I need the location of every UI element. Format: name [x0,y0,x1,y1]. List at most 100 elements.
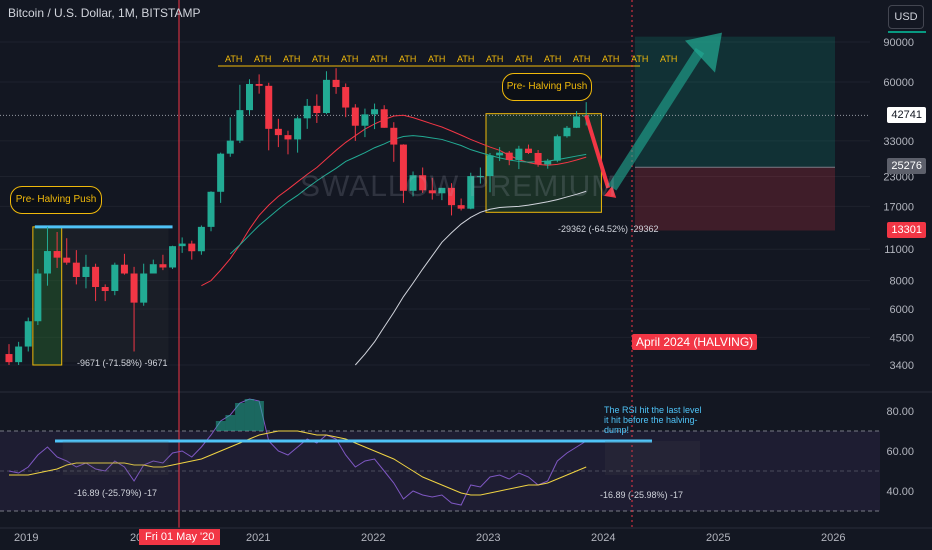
ath-label: ATH [486,54,503,64]
candle-body [169,246,177,268]
candle-body [486,155,494,177]
rsi-line [8,398,587,506]
candle-body [505,152,513,160]
candle-body [92,266,100,287]
candle-body [553,136,561,161]
candle-body [82,266,90,278]
pre-halving-box-2023: Pre- Halving Push [502,73,592,101]
ath-label: ATH [254,54,271,64]
candle-body [390,127,398,145]
candle-body [140,273,148,303]
candle-body [284,135,292,140]
x-label-2026: 2026 [821,532,846,544]
candle-body [120,264,128,274]
price-tag-mid: 25276 [887,158,926,174]
candle-body [342,87,350,108]
projection-down-arrowhead [604,185,617,198]
candle-body [313,105,321,114]
projection-up-arrowhead [685,32,722,73]
rsi-note: The RSI hit the last level it hit before… [604,405,702,435]
price-tick-label: 17000 [883,201,914,213]
candle-body [24,321,32,347]
price-tick-label: 3400 [890,360,914,372]
x-label-2023: 2023 [476,532,501,544]
candle-body [149,264,157,274]
candle-body [246,83,253,111]
candle-body [332,79,340,88]
candle-body [419,175,427,191]
candle-body [130,273,138,303]
price-tick-label: 23000 [883,172,914,184]
x-label-2019: 2019 [14,532,39,544]
rsi-measure-zone-2 [605,441,700,475]
candle-body [544,160,552,165]
candle-body [563,127,571,137]
candle-body [188,243,196,252]
x-label-2024: 2024 [591,532,616,544]
price-tick-label: 60000 [883,77,914,89]
candle-body [159,264,167,268]
candle-body [428,190,436,194]
candle-body [111,264,119,292]
ma-red-line [201,114,587,287]
candle-body [573,116,581,128]
ath-label: ATH [399,54,416,64]
price-tick-label: 11000 [884,244,914,256]
measure-2019: -9671 (-71.58%) -9671 [77,358,168,368]
ath-label: ATH [428,54,445,64]
candle-body [361,114,369,126]
candle-body [5,354,13,363]
candle-body [467,176,475,209]
candle-body [303,105,311,119]
candle-body [72,262,80,278]
rsi-ma-line [9,430,587,496]
x-label-2022: 2022 [361,532,386,544]
candle-body [438,187,446,194]
ma-green-line [229,135,587,255]
candle-body [255,83,263,86]
rsi-tick-label: 60.00 [886,446,914,458]
ath-label: ATH [515,54,532,64]
candle-body [294,118,302,140]
candle-body [371,109,379,115]
candle-body [515,148,523,160]
pre-halving-box-2019: Pre- Halving Push [10,186,102,214]
rsi-tick-label: 80.00 [886,406,914,418]
price-tick-label: 8000 [890,276,914,288]
candle-body [496,152,504,156]
ath-label: ATH [573,54,590,64]
candle-body [34,273,42,322]
candle-body [524,148,532,153]
x-label-2021: 2021 [246,532,271,544]
candle-body [380,109,388,128]
currency-underline [888,31,926,33]
candle-body [274,128,282,136]
candle-body [409,175,417,191]
watermark: SWALLOW PREMIUM [300,170,618,203]
measure-rsi-2: -16.89 (-25.98%) -17 [600,490,684,500]
stop-zone [635,167,835,231]
ath-label: ATH [660,54,677,64]
currency-button[interactable]: USD [888,5,924,29]
candle-body [226,140,234,154]
projection-up-arrow [607,47,705,191]
pre-halving-label: Pre- Halving Push [15,194,97,205]
candle-body [448,187,456,206]
halving-label: April 2024 (HALVING) [632,334,758,350]
measure-zone-2019 [62,226,169,363]
measure-2023: -29362 (-64.52%) -29362 [558,224,659,234]
price-tick-label: 6000 [890,304,914,316]
ath-label: ATH [283,54,300,64]
candle-body [534,152,542,165]
rsi-tick-label: 40.00 [886,486,914,498]
candle-body [322,79,330,114]
candle-body [476,176,484,178]
candle-body [178,243,186,247]
ma-white-line [354,190,587,366]
price-tick-label: 33000 [883,136,914,148]
projection-down-arrow [584,114,611,189]
price-tick-label: 4500 [890,332,914,344]
candle-body [15,346,23,363]
ath-label: ATH [602,54,619,64]
rsi-measure-zone-1 [62,441,169,475]
